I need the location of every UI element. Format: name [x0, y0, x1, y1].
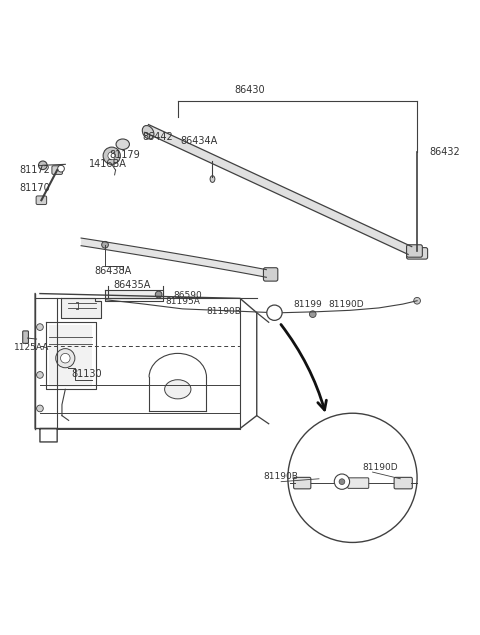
- FancyBboxPatch shape: [394, 478, 412, 489]
- FancyBboxPatch shape: [407, 248, 428, 259]
- Circle shape: [56, 349, 75, 368]
- Circle shape: [310, 311, 316, 318]
- Circle shape: [36, 324, 43, 330]
- Text: 81199: 81199: [294, 300, 323, 309]
- Circle shape: [288, 413, 417, 542]
- Text: 81190D: 81190D: [328, 300, 364, 309]
- Ellipse shape: [116, 139, 130, 149]
- FancyBboxPatch shape: [52, 166, 62, 175]
- Text: 81179: 81179: [110, 150, 141, 160]
- FancyBboxPatch shape: [106, 291, 162, 300]
- Text: 81190B: 81190B: [206, 307, 241, 316]
- Ellipse shape: [142, 126, 154, 139]
- Text: 81130: 81130: [72, 369, 102, 379]
- Text: 1125AA: 1125AA: [14, 343, 49, 352]
- FancyBboxPatch shape: [294, 478, 311, 489]
- FancyBboxPatch shape: [36, 196, 47, 204]
- Text: 81190D: 81190D: [362, 463, 397, 472]
- Circle shape: [102, 241, 108, 248]
- FancyBboxPatch shape: [48, 325, 92, 387]
- Text: 86434A: 86434A: [180, 137, 217, 147]
- Circle shape: [36, 405, 43, 411]
- Circle shape: [38, 161, 47, 170]
- Circle shape: [414, 297, 420, 304]
- Polygon shape: [81, 238, 266, 277]
- Circle shape: [267, 305, 282, 321]
- Text: 1416BA: 1416BA: [89, 159, 127, 170]
- FancyBboxPatch shape: [61, 299, 101, 318]
- Text: 86430: 86430: [234, 85, 265, 95]
- FancyBboxPatch shape: [407, 244, 422, 257]
- Circle shape: [103, 147, 120, 164]
- Circle shape: [339, 479, 345, 485]
- Text: 86590: 86590: [173, 291, 202, 300]
- Text: 81170: 81170: [19, 184, 49, 193]
- Text: 81195A: 81195A: [166, 297, 201, 306]
- FancyBboxPatch shape: [348, 478, 369, 488]
- Ellipse shape: [210, 176, 215, 182]
- Text: 86442: 86442: [142, 131, 173, 142]
- Text: 81172: 81172: [19, 165, 50, 175]
- Circle shape: [60, 354, 70, 363]
- Text: 86435A: 86435A: [113, 281, 151, 290]
- Ellipse shape: [165, 380, 191, 399]
- Text: 86438A: 86438A: [94, 265, 131, 276]
- Text: 86432: 86432: [429, 147, 460, 157]
- FancyBboxPatch shape: [264, 268, 278, 281]
- Text: 81190B: 81190B: [263, 472, 298, 481]
- Circle shape: [108, 152, 116, 159]
- Polygon shape: [145, 124, 412, 255]
- Circle shape: [156, 291, 162, 298]
- Circle shape: [58, 165, 64, 172]
- FancyBboxPatch shape: [23, 331, 28, 344]
- Circle shape: [334, 474, 349, 490]
- Circle shape: [36, 371, 43, 378]
